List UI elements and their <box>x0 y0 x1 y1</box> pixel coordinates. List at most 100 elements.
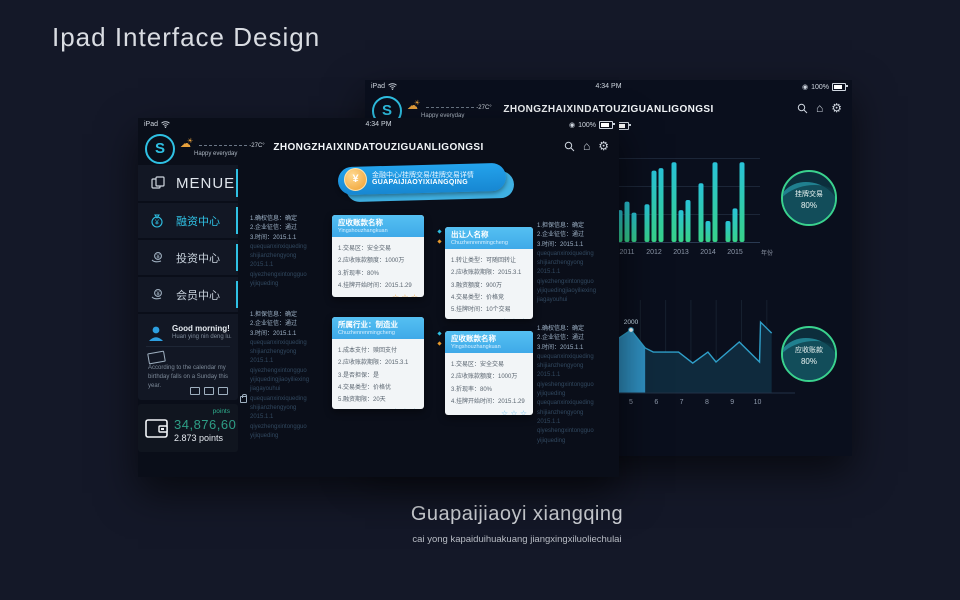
svg-text:10: 10 <box>754 399 762 406</box>
bar-chart-xlabel: 年份 <box>761 251 774 257</box>
svg-text:¥: ¥ <box>155 219 159 226</box>
card-line: 3.是否担保：是 <box>338 372 380 379</box>
gear-icon[interactable]: ⚙ <box>598 139 609 153</box>
wallet-icon <box>145 419 168 438</box>
svg-text:¥: ¥ <box>156 254 160 260</box>
coin-hand-icon: ¥ <box>151 251 162 262</box>
card-subtitle: Chuzhenrenmingcheng <box>451 240 508 246</box>
wifi-icon <box>388 83 397 90</box>
rating-stars[interactable]: ☆ ☆ ☆ <box>332 408 424 409</box>
home-icon[interactable]: ⌂ <box>582 139 591 153</box>
coin-icon: ¥ <box>344 168 367 191</box>
home-icon[interactable]: ⌂ <box>815 101 824 115</box>
card-line: 2.应收账款期限：2015.3.1 <box>338 360 409 367</box>
gauge-guapaijiaoyi[interactable]: 挂牌交易 80% <box>781 170 837 226</box>
footer-captions: Guapaijiaoyi xiangqing cai yong kapaidui… <box>297 503 737 545</box>
tag-icon[interactable] <box>218 387 228 395</box>
svg-text:¥: ¥ <box>156 291 160 297</box>
greeting-panel: Good morning! Huan ying nin deng lu. Acc… <box>138 314 238 400</box>
card-title: 出让人名称 <box>451 230 489 239</box>
gauge-fill-shadow <box>783 341 835 380</box>
rating-stars[interactable]: ☆ ☆ ☆ <box>501 408 527 415</box>
battery-icon <box>599 121 615 129</box>
svg-text:2011: 2011 <box>619 249 634 256</box>
card-line: 1.成本支付：赎回支付 <box>338 348 398 355</box>
card-line: 5.融资期限：20天 <box>338 396 386 403</box>
caption-title: Guapaijiaoyi xiangqing <box>410 503 624 525</box>
gauge-yingshouzhangkuan[interactable]: 应收账款 80% <box>781 326 837 382</box>
rotation-lock-icon: ◉ <box>801 83 809 91</box>
card-title: 应收账款名称 <box>451 334 496 343</box>
svg-text:5: 5 <box>629 399 633 406</box>
sidebar-item-huiyuanzhongxin[interactable]: ¥ 会员中心 <box>138 277 238 312</box>
cloud-icon: ☁ <box>407 100 418 112</box>
lock-icon <box>240 394 247 403</box>
card-title: 应收账款名称 <box>338 218 383 227</box>
card-subtitle: Yingshouzhangkuan <box>451 344 501 350</box>
menu-label: MENUE <box>176 174 236 192</box>
gauge-value: 80% <box>800 357 817 366</box>
listing-card[interactable]: 应收账款名称 Yingshouzhangkuan 1.交易区：安全交易 2.应收账款额… <box>445 331 533 415</box>
breadcrumb-banner[interactable]: ¥ 金融中心/挂牌交易/挂牌交易详情 GUAPAIJIAOYIXIANGQING <box>337 162 515 203</box>
sidebar-item-rongzizhongxin[interactable]: ¥ 融资中心 <box>138 203 238 238</box>
card-line: 4.挂牌开始时间：2015.1.29 <box>451 398 525 405</box>
battery-icon <box>832 83 848 91</box>
card-line: 1.交易区：安全交易 <box>338 246 392 253</box>
status-bar: iPad 4:34 PM ◉ 100% <box>138 118 619 131</box>
bar-chart: 2011 2012 2013 2014 2015 <box>600 158 760 256</box>
diamond-dot <box>437 229 442 234</box>
card-title: 所属行业：制造业 <box>338 320 398 329</box>
weather-temp: -27C° <box>476 105 492 111</box>
status-time: 4:34 PM <box>365 121 392 128</box>
ticket-icon <box>147 350 166 365</box>
printer-icon[interactable] <box>204 387 214 395</box>
money-bag-icon: ¥ <box>151 214 163 228</box>
svg-text:2015: 2015 <box>727 249 743 256</box>
listing-card[interactable]: 出让人名称 Chuzhenrenmingcheng 1.转让类型：可随回转让 2.应收… <box>445 227 533 319</box>
wifi-icon <box>161 121 170 128</box>
gauge-value: 80% <box>800 201 817 210</box>
gauge-label: 挂牌交易 <box>795 191 823 198</box>
diamond-dot <box>437 331 442 336</box>
rating-stars[interactable]: ☆ ☆ ☆ <box>332 293 424 297</box>
svg-text:6: 6 <box>654 399 658 406</box>
member-coin-icon: ¥ <box>151 288 162 299</box>
card-line: 3.折现率：80% <box>451 386 493 393</box>
ipad-screen-front: iPad 4:34 PM ◉ 100% S ☁☀ -27C° Happy ever… <box>138 118 619 477</box>
card-line: 4.交易类型：价格优 <box>338 384 392 391</box>
diamond-dot <box>437 239 442 244</box>
search-icon[interactable] <box>797 103 808 114</box>
svg-text:8: 8 <box>705 399 709 406</box>
info-note: 1.担保信息：确定 2.企业征信：通过 3.时间：2015.1.1 quequanxi… <box>250 312 310 439</box>
app-header: S ☁☀-27C° Happy everyday ZHONGZHAIXINDAT… <box>138 131 619 164</box>
points-label: points <box>212 408 230 415</box>
diamond-dot <box>437 341 442 346</box>
rating-stars[interactable]: ☆ ☆ ☆ <box>445 318 533 319</box>
weather-text: Happy everyday <box>421 113 465 119</box>
app-header: S ☁☀-27C° Happy everyday ZHONGZHAIXINDAT… <box>365 93 852 126</box>
svg-text:2012: 2012 <box>646 249 662 256</box>
banner-title: GUAPAIJIAOYIXIANGQING <box>372 179 469 186</box>
gear-icon[interactable]: ⚙ <box>831 101 842 115</box>
listing-card[interactable]: 应收账款名称 Yingshouzhangkuan 1.交易区：安全交易 2.应收账款额… <box>332 215 424 297</box>
svg-text:9: 9 <box>730 399 734 406</box>
banner-breadcrumb: 金融中心/挂牌交易/挂牌交易详情 <box>372 172 474 179</box>
weather-widget: ☁☀ -27C° Happy everyday <box>180 137 265 157</box>
device-label: iPad <box>371 83 386 90</box>
sidebar-menu-header[interactable]: MENUE <box>138 165 238 201</box>
search-icon[interactable] <box>564 141 575 152</box>
card-line: 3.融资额度：900万 <box>451 282 503 289</box>
card-line: 2.应收账款期限：2015.3.1 <box>451 270 522 277</box>
card-line: 4.交易类型：价格竞 <box>451 294 505 301</box>
app-title: ZHONGZHAIXINDATOUZIGUANLIGONGSI <box>503 104 714 115</box>
sidebar-item-touzizhongxin[interactable]: ¥ 投资中心 <box>138 240 238 275</box>
listing-card[interactable]: 所属行业：制造业 Chuzhenrenmingcheng 1.成本支付：赎回支付 2.… <box>332 317 424 409</box>
card-icon[interactable] <box>190 387 200 395</box>
greeting-subtitle: Huan ying nin deng lu. <box>172 334 232 340</box>
points-sub: 2.873 points <box>174 433 224 443</box>
device-label: iPad <box>144 121 159 128</box>
info-note: 1.确权信息：确定 2.企业征信：通过 3.时间：2015.1.1 quequanxi… <box>250 216 307 288</box>
weather-widget: ☁☀ -27C° Happy everyday <box>407 99 492 119</box>
page-title: Ipad Interface Design <box>52 22 321 52</box>
